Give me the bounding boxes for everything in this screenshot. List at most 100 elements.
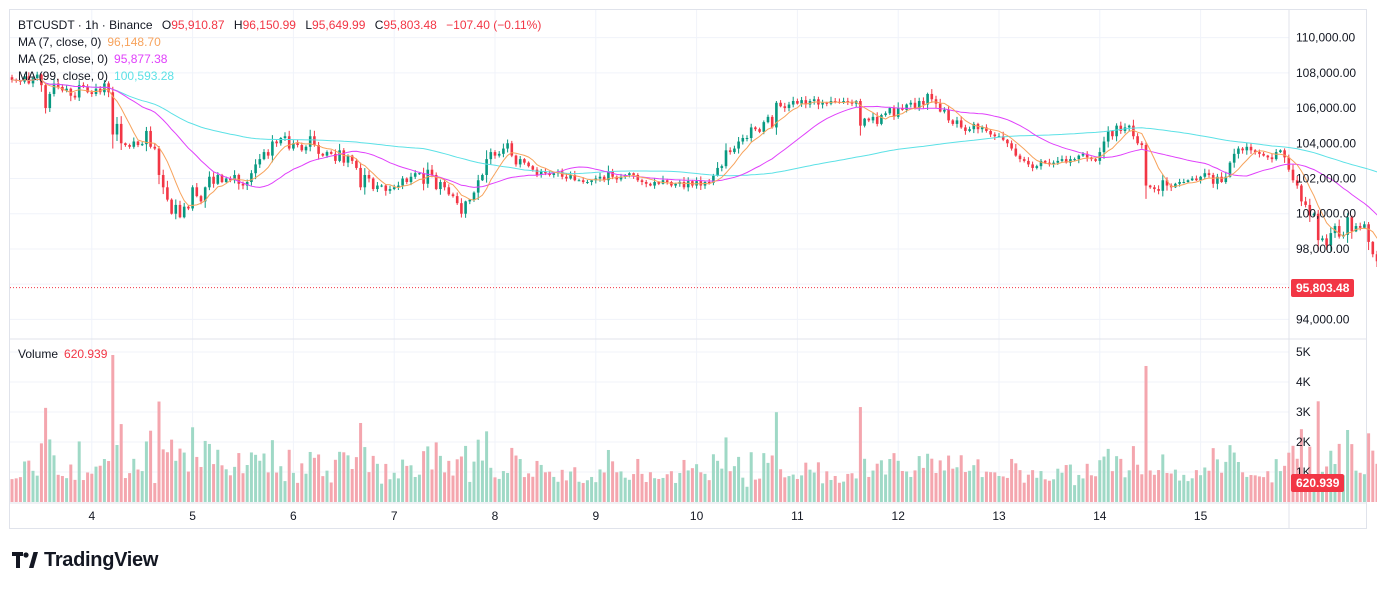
volume-bar (770, 455, 774, 502)
candle-body (275, 141, 278, 144)
candle-body (86, 86, 89, 93)
time-tick-label: 5 (189, 509, 196, 523)
candle-body (943, 109, 946, 112)
candle-body (401, 178, 404, 186)
ma99-value: 100,593.28 (114, 69, 175, 83)
volume-bar (674, 482, 678, 502)
volume-bar (997, 476, 1001, 502)
volume-bar (485, 431, 489, 502)
candle-body (1140, 143, 1144, 146)
candle-body (1027, 160, 1030, 165)
candle-body (27, 76, 31, 84)
volume-bar (1253, 475, 1257, 502)
volume-bar (228, 475, 232, 502)
volume-bar (1005, 477, 1009, 502)
candle-body (157, 148, 161, 175)
volume-bar (850, 473, 854, 502)
volume-bar (1182, 474, 1186, 502)
volume-bar (1077, 474, 1081, 502)
candle-body (1274, 152, 1278, 160)
candle-body (229, 178, 232, 181)
candle-body (791, 101, 795, 105)
candle-body (1291, 169, 1295, 181)
candle-body (707, 182, 711, 184)
volume-bar (581, 482, 585, 502)
volume-bar (342, 452, 346, 502)
volume-bar (590, 476, 594, 502)
volume-bar (371, 455, 375, 502)
candle-body (1342, 234, 1345, 237)
candle-body (1300, 185, 1303, 202)
volume-bar (585, 480, 589, 502)
candle-body (153, 146, 157, 149)
volume-legend[interactable]: Volume 620.939 (18, 346, 113, 362)
ma7-legend[interactable]: MA (7, close, 0) 96,148.70 (18, 34, 167, 50)
candle-body (741, 137, 745, 142)
volume-bar (14, 478, 18, 502)
volume-bar (401, 459, 405, 502)
candle-body (212, 176, 215, 184)
candle-body (1064, 159, 1068, 163)
candle-body (447, 187, 451, 195)
candle-body (31, 78, 35, 84)
volume-bar (375, 463, 379, 502)
candle-body (195, 187, 199, 197)
volume-bar (741, 477, 745, 502)
candle-body (1060, 159, 1064, 161)
volume-bar (384, 463, 388, 502)
volume-bar (665, 474, 669, 502)
candle-body (279, 137, 283, 144)
volume-bar (1194, 470, 1198, 502)
last-price-badge: 95,803.48 (1291, 278, 1355, 297)
volume-bar (81, 480, 85, 502)
volume-bar (304, 473, 308, 502)
volume-bar (863, 458, 867, 502)
volume-bar (144, 441, 148, 502)
candle-body (1127, 125, 1131, 128)
volume-bar (804, 462, 808, 502)
volume-bar (879, 460, 883, 502)
candle-body (1106, 130, 1110, 142)
volume-bar (350, 469, 354, 502)
candle-body (266, 152, 270, 156)
price-tick-label: 98,000.00 (1296, 242, 1350, 256)
candle-body (884, 113, 887, 116)
volume-bar (543, 472, 547, 502)
volume-bar (934, 472, 938, 502)
volume-bar (140, 471, 144, 502)
ma99-legend[interactable]: MA (99, close, 0) 100,593.28 (18, 68, 180, 84)
volume-bar (1022, 482, 1026, 502)
candle-body (1354, 226, 1358, 232)
candle-body (930, 93, 934, 100)
candle-body (859, 101, 862, 126)
volume-bar (1278, 471, 1282, 502)
volume-bar (455, 459, 459, 502)
volume-bar (186, 471, 190, 502)
ma25-legend[interactable]: MA (25, close, 0) 95,877.38 (18, 51, 173, 67)
candle-body (254, 164, 257, 174)
volume-bar (959, 455, 963, 502)
volume-bar (1245, 476, 1249, 502)
symbol-legend[interactable]: BTCUSDT · 1h · Binance O95,910.87 H96,15… (18, 17, 547, 33)
candle-body (271, 141, 274, 156)
ma7-value: 96,148.70 (107, 35, 161, 49)
candle-body (808, 101, 812, 105)
candle-body (607, 171, 610, 181)
volume-bar (1262, 477, 1266, 502)
volume-bar (119, 424, 123, 502)
candle-body (350, 155, 354, 161)
volume-bar (947, 455, 951, 502)
candle-body (409, 176, 413, 183)
candle-body (1035, 166, 1039, 168)
candle-body (737, 141, 740, 149)
candle-body (1211, 174, 1215, 184)
candle-body (321, 153, 325, 156)
candle-body (917, 101, 921, 109)
tradingview-logo[interactable]: TradingView (12, 549, 158, 571)
volume-bar (90, 473, 94, 502)
volume-bar (615, 472, 619, 502)
candle-body (905, 104, 908, 110)
volume-bar (884, 474, 888, 502)
volume-bar (842, 481, 846, 502)
